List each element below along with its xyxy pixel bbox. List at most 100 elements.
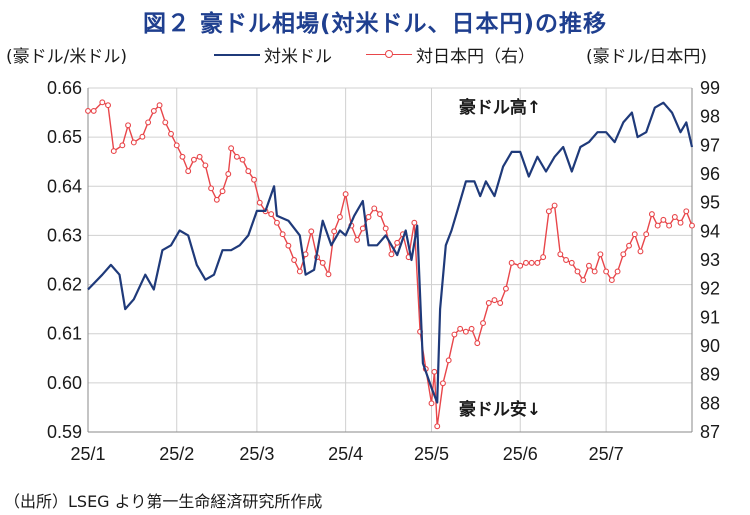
point-jpy xyxy=(631,231,638,238)
point-jpy xyxy=(620,251,627,258)
x-tick-label: 25/7 xyxy=(589,444,624,464)
point-jpy xyxy=(190,156,197,163)
annotation-aud-weak: 豪ドル安↓ xyxy=(459,399,541,420)
x-tick-label: 25/4 xyxy=(328,444,363,464)
right-tick-label: 99 xyxy=(700,78,720,98)
point-jpy xyxy=(626,242,632,249)
point-jpy xyxy=(130,139,137,146)
point-jpy xyxy=(162,119,169,126)
left-axis-unit: (豪ドル/米ドル) xyxy=(6,47,127,67)
right-tick-label: 98 xyxy=(700,107,720,127)
right-tick-label: 97 xyxy=(700,135,720,155)
point-jpy xyxy=(545,208,552,215)
series-line-jpy xyxy=(88,101,693,427)
point-jpy xyxy=(434,423,441,430)
right-tick-label: 87 xyxy=(700,422,720,442)
point-jpy xyxy=(540,254,547,261)
right-tick-label: 91 xyxy=(700,307,720,327)
left-tick-label: 0.65 xyxy=(47,127,82,147)
point-jpy xyxy=(139,133,146,140)
point-jpy xyxy=(683,208,690,215)
point-jpy xyxy=(457,325,464,332)
annotation-aud-strong: 豪ドル高↑ xyxy=(459,97,541,118)
point-jpy xyxy=(233,153,240,160)
series-line-usd xyxy=(87,101,694,404)
left-tick-label: 0.63 xyxy=(47,225,82,245)
x-tick-label: 25/1 xyxy=(70,444,105,464)
point-jpy xyxy=(225,171,232,177)
point-jpy xyxy=(468,325,475,332)
point-jpy xyxy=(411,219,418,226)
left-tick-label: 0.61 xyxy=(47,324,82,344)
point-jpy xyxy=(440,380,446,387)
point-jpy xyxy=(256,199,263,206)
point-jpy xyxy=(431,368,438,375)
right-tick-label: 94 xyxy=(700,221,720,241)
source-note: （出所）LSEG より第一生命経済研究所作成 xyxy=(4,492,323,511)
point-jpy xyxy=(273,219,280,226)
point-jpy xyxy=(445,357,452,364)
point-jpy xyxy=(677,219,684,226)
point-jpy xyxy=(150,107,157,114)
point-jpy xyxy=(428,400,435,407)
point-jpy xyxy=(394,239,401,246)
right-tick-label: 88 xyxy=(700,393,720,413)
point-jpy xyxy=(308,228,315,235)
point-jpy xyxy=(245,168,252,175)
point-jpy xyxy=(342,191,349,198)
point-jpy xyxy=(382,225,389,232)
point-jpy xyxy=(110,148,117,155)
point-jpy xyxy=(666,222,673,229)
point-jpy xyxy=(354,236,361,243)
point-jpy xyxy=(648,211,655,218)
point-jpy xyxy=(285,242,292,249)
point-jpy xyxy=(145,119,152,126)
point-jpy xyxy=(325,271,332,278)
point-jpy xyxy=(614,268,621,275)
point-jpy xyxy=(202,162,209,169)
point-jpy xyxy=(179,153,186,160)
point-jpy xyxy=(196,153,203,160)
point-jpy xyxy=(480,320,486,327)
point-jpy xyxy=(377,211,383,218)
point-jpy xyxy=(90,107,97,114)
point-jpy xyxy=(173,142,180,149)
right-tick-label: 90 xyxy=(700,336,720,356)
left-tick-label: 0.59 xyxy=(47,422,82,442)
chart-title: 図２ 豪ドル相場(対米ドル、日本円)の推移 xyxy=(142,11,608,37)
legend-swatch-usd xyxy=(214,53,260,56)
point-jpy xyxy=(156,102,163,109)
point-jpy xyxy=(528,259,535,266)
point-jpy xyxy=(279,231,286,238)
legend-label-jpy: 対日本円（右） xyxy=(416,47,535,67)
point-jpy xyxy=(474,340,481,347)
point-jpy xyxy=(125,122,132,129)
point-jpy xyxy=(497,300,504,306)
point-jpy xyxy=(251,176,257,183)
point-jpy xyxy=(462,328,469,335)
right-tick-label: 92 xyxy=(700,279,720,299)
point-jpy xyxy=(185,168,192,175)
point-jpy xyxy=(485,300,492,306)
left-tick-label: 0.64 xyxy=(47,176,82,196)
x-tick-label: 25/6 xyxy=(503,444,538,464)
point-jpy xyxy=(580,277,587,284)
point-jpy xyxy=(359,225,366,232)
point-jpy xyxy=(603,268,610,275)
right-tick-label: 89 xyxy=(700,365,720,385)
point-jpy xyxy=(643,231,650,238)
right-tick-label: 93 xyxy=(700,250,720,270)
legend-item-jpy: 対日本円（右） xyxy=(366,42,535,67)
point-jpy xyxy=(365,214,372,220)
point-jpy xyxy=(319,259,326,266)
point-jpy xyxy=(388,251,395,258)
point-jpy xyxy=(689,222,695,229)
point-jpy xyxy=(99,99,106,106)
legend-swatch-jpy xyxy=(366,50,412,58)
point-jpy xyxy=(637,248,644,255)
point-jpy xyxy=(597,251,604,258)
legend-label-usd: 対米ドル xyxy=(264,47,332,67)
point-jpy xyxy=(105,102,111,109)
point-jpy xyxy=(85,107,91,114)
